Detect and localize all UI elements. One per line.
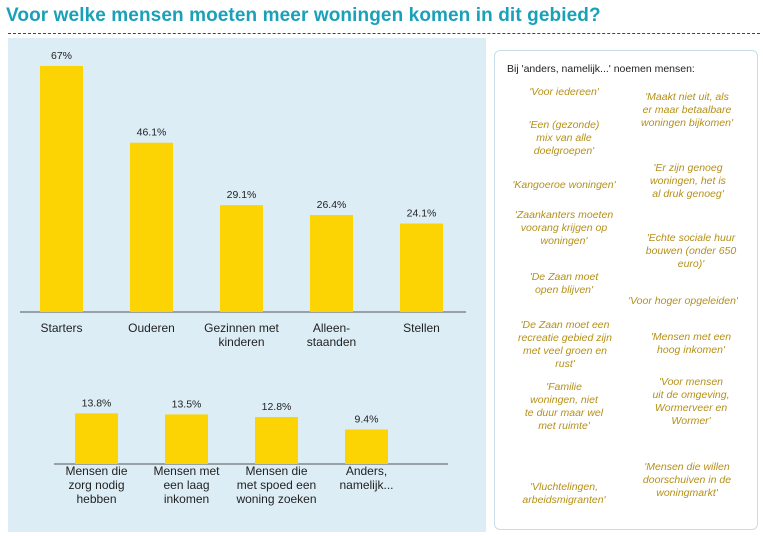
quote: 'De Zaan moet open blijven' xyxy=(529,271,599,296)
bar xyxy=(220,205,263,312)
category-label: Starters xyxy=(40,321,82,335)
quote: 'Vluchtelingen, arbeidsmigranten' xyxy=(522,481,606,506)
bar xyxy=(345,429,388,464)
bar xyxy=(40,66,83,312)
category-label: Gezinnen met kinderen xyxy=(204,321,279,349)
quote: 'Echte sociale huur bouwen (onder 650 eu… xyxy=(645,232,737,270)
chart-title: Voor welke mensen moeten meer woningen k… xyxy=(6,5,601,26)
value-label: 29.1% xyxy=(227,189,257,201)
category-label: Alleen-staanden xyxy=(307,321,356,349)
value-label: 13.8% xyxy=(82,397,112,409)
category-label: Mensen met een laag inkomen xyxy=(153,464,220,506)
value-label: 13.5% xyxy=(172,398,202,410)
quote: 'Maakt niet uit, als er maar betaalbare … xyxy=(641,91,733,129)
quote: 'Mensen met een hoog inkomen' xyxy=(650,331,732,356)
quotes-heading: Bij 'anders, namelijk...' noemen mensen: xyxy=(507,63,695,75)
quote: 'Kangoeroe woningen' xyxy=(512,179,616,191)
bar xyxy=(255,417,298,464)
category-label: Mensen die met spoed een woning zoeken xyxy=(235,464,316,506)
quote: 'Mensen die willen doorschuiven in de wo… xyxy=(642,461,732,499)
category-label: Ouderen xyxy=(128,321,175,335)
category-label: Mensen die zorg nodig hebben xyxy=(65,464,127,506)
value-label: 67% xyxy=(51,50,72,62)
value-label: 12.8% xyxy=(262,401,292,413)
bar xyxy=(130,142,173,312)
quote: 'Familie woningen, niet te duur maar wel… xyxy=(524,381,604,432)
bar-chart: 67% Starters 46.1% Ouderen 29.1% Gezinnen met… xyxy=(20,50,466,506)
title-divider xyxy=(8,33,760,34)
value-label: 24.1% xyxy=(407,208,437,220)
category-label: Anders, namelijk... xyxy=(339,464,393,492)
bar-chart-panel: 67% Starters 46.1% Ouderen 29.1% Gezinnen met… xyxy=(8,38,486,532)
category-label: Stellen xyxy=(403,321,440,335)
quotes-panel: Bij 'anders, namelijk...' noemen mensen:… xyxy=(494,50,758,530)
quote: 'De Zaan moet een recreatie gebied zijn … xyxy=(518,319,612,370)
quote: 'Een (gezonde) mix van alle doelgroepen' xyxy=(528,119,600,157)
bar xyxy=(75,413,118,464)
quote: 'Voor hoger opgeleiden' xyxy=(628,295,738,307)
value-label: 46.1% xyxy=(137,127,167,139)
quote: 'Er zijn genoeg woningen, het is al druk… xyxy=(650,162,726,200)
bar xyxy=(400,223,443,312)
bar xyxy=(310,215,353,312)
quote: 'Voor mensen uit de omgeving, Wormerveer… xyxy=(652,376,730,427)
value-label: 9.4% xyxy=(355,413,379,425)
bar xyxy=(165,414,208,464)
quote: 'Voor iedereen' xyxy=(529,86,599,98)
value-label: 26.4% xyxy=(317,199,347,211)
quote: 'Zaankanters moeten voorang krijgen op w… xyxy=(514,209,614,247)
